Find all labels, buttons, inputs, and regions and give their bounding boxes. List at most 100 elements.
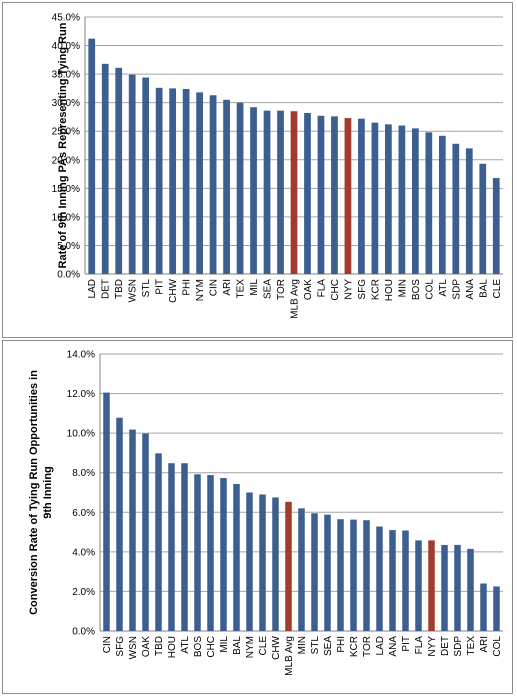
bar: [428, 540, 435, 631]
bar: [277, 110, 284, 274]
bar: [398, 125, 406, 274]
chart-conversion-rate: 0.0% 2.0% 4.0% 6.0% 8.0% 10.0% 12.0% 14.0% CIN SF…: [28, 350, 503, 676]
x-tick-label: CHC: [330, 279, 341, 301]
bar: [480, 583, 487, 631]
bar: [438, 135, 446, 274]
bar: [452, 143, 460, 274]
x-tick-label: HOU: [384, 279, 395, 301]
bar: [236, 102, 244, 275]
bar: [182, 88, 190, 275]
x-tick-label: OAK: [141, 636, 152, 657]
x-tick-label: ANA: [388, 636, 399, 657]
bar: [129, 429, 136, 631]
bar: [441, 544, 448, 631]
x-tick-label: BAL: [478, 279, 489, 298]
bar: [425, 132, 433, 274]
bar: [454, 544, 461, 631]
x-tick-label: HOU: [167, 636, 178, 658]
x-tick-label: MIN: [297, 636, 308, 654]
y-axis-title: 9th Inning: [42, 466, 54, 519]
y-tick-label: 35.0%: [52, 70, 80, 81]
bar: [128, 74, 136, 274]
x-tick-label: MIL: [219, 636, 230, 653]
bar: [233, 483, 240, 631]
x-tick-label: WSN: [128, 636, 139, 659]
bar: [101, 63, 109, 274]
x-tick-label: DET: [440, 636, 451, 656]
x-tick-label: SDP: [451, 279, 462, 300]
bar: [181, 463, 188, 631]
x-tick-label: FLA: [414, 636, 425, 655]
bar: [493, 586, 500, 631]
x-tick-label: PHI: [182, 279, 193, 296]
x-tick-label: CHW: [271, 635, 282, 659]
bar: [467, 548, 474, 631]
bar: [363, 520, 370, 631]
x-tick-label: CHC: [206, 636, 217, 658]
x-tick-label: CLE: [492, 279, 503, 299]
y-tick-label: 14.0%: [67, 350, 95, 361]
bar: [259, 494, 266, 631]
x-tick-label: CHW: [168, 278, 179, 302]
bar: [492, 178, 500, 274]
x-tick-label: COL: [492, 636, 503, 657]
x-tick-label: ARI: [479, 636, 490, 653]
bar: [103, 392, 110, 631]
y-tick-label: 4.0%: [72, 547, 95, 558]
bar: [371, 122, 379, 275]
bar: [246, 492, 253, 631]
x-tick-label: NYY: [427, 636, 438, 657]
x-tick-label: MLB Avg: [284, 636, 295, 676]
x-tick-label: KCR: [349, 636, 360, 657]
bar: [209, 95, 217, 275]
x-tick-label: DET: [101, 279, 112, 299]
y-tick-label: 12.0%: [67, 389, 95, 400]
bar: [385, 124, 392, 274]
x-tick-label: CLE: [258, 636, 269, 656]
bar: [465, 148, 473, 274]
x-tick-label: CIN: [102, 636, 113, 653]
y-tick-label: 15.0%: [52, 184, 80, 195]
chart-tying-run-rate: 0.0% 5.0% 10.0% 15.0% 20.0% 25.0% 30.0% 35.0% 40…: [52, 13, 503, 319]
y-tick-label: 2.0%: [72, 587, 95, 598]
y-tick-label: 8.0%: [72, 468, 95, 479]
bar: [350, 519, 357, 631]
x-tick-label: MLB Avg: [290, 279, 301, 319]
x-tick-label: TBD: [154, 636, 165, 656]
y-axis-title: Conversion Rate of Tying Run Opportuniti…: [28, 370, 40, 615]
bar: [168, 463, 175, 631]
x-tick-label: COL: [424, 279, 435, 300]
x-tick-label: SEA: [263, 279, 274, 299]
y-tick-label: 10.0%: [67, 429, 95, 440]
chart-panel-conversion-rate: 0.0% 2.0% 4.0% 6.0% 8.0% 10.0% 12.0% 14.0% CIN SF…: [2, 340, 513, 694]
x-tick-label: OAK: [303, 279, 314, 300]
bar: [344, 118, 352, 274]
y-axis-title: Rate of 9th Inning PAs Representing Tyin…: [57, 22, 69, 268]
x-tick-label: TBD: [114, 279, 125, 299]
x-tick-label: PIT: [155, 279, 166, 295]
x-tick-label: TEX: [236, 279, 247, 299]
x-tick-label: BAL: [232, 636, 243, 655]
x-tick-label: ATL: [180, 636, 191, 654]
y-tick-label: 30.0%: [52, 98, 80, 109]
bar: [115, 67, 123, 274]
y-tick-label: 0.0%: [57, 270, 80, 281]
bar: [415, 540, 422, 631]
bar: [331, 116, 338, 274]
bar: [116, 417, 123, 631]
x-tick-label: SFG: [115, 636, 126, 657]
bar: [220, 478, 227, 631]
bar: [196, 92, 203, 275]
bar: [88, 38, 96, 274]
bar: [169, 88, 177, 274]
x-tick-label: TEX: [466, 636, 477, 656]
bar: [304, 112, 311, 275]
bar: [290, 111, 298, 274]
y-tick-label: 6.0%: [72, 508, 95, 519]
y-tick-label: 10.0%: [52, 212, 80, 223]
x-tick-label: MIL: [249, 279, 260, 296]
x-tick-label: NYY: [343, 279, 354, 300]
chart-panel-tying-run-rate: 0.0% 5.0% 10.0% 15.0% 20.0% 25.0% 30.0% 35.0% 40…: [2, 2, 513, 338]
y-tick-label: 5.0%: [57, 241, 80, 252]
y-tick-label: 45.0%: [52, 13, 80, 24]
